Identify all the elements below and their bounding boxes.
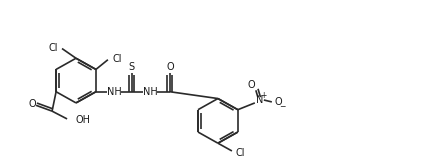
Text: OH: OH bbox=[75, 115, 90, 125]
Text: NH: NH bbox=[142, 87, 157, 97]
Text: O: O bbox=[274, 97, 282, 107]
Text: Cl: Cl bbox=[112, 54, 122, 64]
Text: O: O bbox=[166, 62, 174, 73]
Text: N: N bbox=[256, 95, 263, 105]
Text: O: O bbox=[28, 99, 36, 109]
Text: NH: NH bbox=[107, 87, 121, 97]
Text: O: O bbox=[247, 80, 255, 90]
Text: +: + bbox=[261, 91, 267, 100]
Text: −: − bbox=[278, 102, 285, 111]
Text: Cl: Cl bbox=[48, 43, 58, 53]
Text: S: S bbox=[129, 62, 135, 73]
Text: Cl: Cl bbox=[235, 148, 245, 158]
